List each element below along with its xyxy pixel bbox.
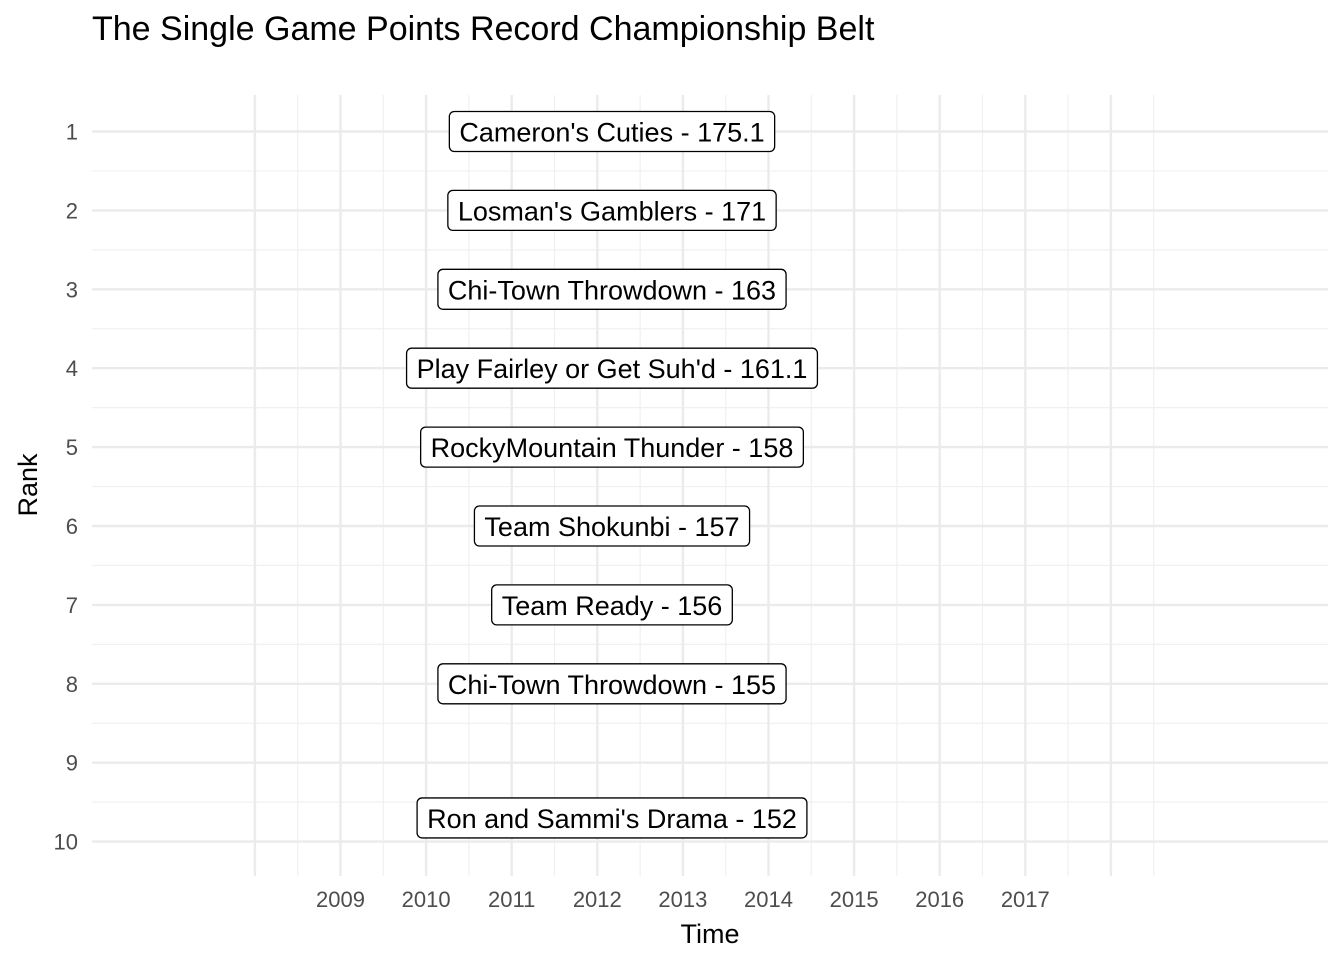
label-box [416, 797, 808, 839]
x-axis-ticks: 2009 2010 2011 2012 2013 2014 2015 2016 2017 [316, 887, 1050, 912]
label-box [419, 426, 805, 468]
x-tick-label: 2015 [830, 887, 879, 912]
y-tick-label: 8 [66, 672, 78, 697]
data-label: Play Fairley or Get Suh'd - 161.1 [405, 347, 819, 389]
x-tick-label: 2010 [402, 887, 451, 912]
data-label: Chi-Town Throwdown - 163 [437, 268, 787, 310]
y-tick-label: 5 [66, 435, 78, 460]
y-axis-title: Rank [13, 453, 43, 517]
y-tick-label: 9 [66, 751, 78, 776]
label-box [448, 110, 776, 153]
x-tick-label: 2016 [915, 887, 964, 912]
data-label: Chi-Town Throwdown - 155 [437, 663, 787, 705]
x-tick-label: 2014 [744, 887, 793, 912]
data-label: Ron and Sammi's Drama - 152 [416, 797, 808, 839]
y-tick-label: 2 [66, 198, 78, 223]
x-tick-label: 2013 [658, 887, 707, 912]
data-label: Losman's Gamblers - 171 [447, 189, 777, 232]
label-text: Cameron's Cuties - 175.1 [459, 118, 764, 148]
label-box [437, 663, 787, 705]
label-box [405, 347, 819, 389]
label-text: Losman's Gamblers - 171 [458, 196, 766, 226]
x-tick-label: 2009 [316, 887, 365, 912]
label-text: Ron and Sammi's Drama - 152 [427, 804, 797, 834]
label-box [473, 505, 751, 547]
data-label: RockyMountain Thunder - 158 [419, 426, 805, 468]
label-text: Team Shokunbi - 157 [484, 512, 739, 542]
x-tick-label: 2017 [1001, 887, 1050, 912]
y-tick-label: 4 [66, 356, 78, 381]
data-label: Cameron's Cuties - 175.1 [448, 110, 776, 153]
chart-title: The Single Game Points Record Championsh… [92, 10, 875, 48]
label-box [491, 584, 733, 626]
label-box [447, 189, 777, 232]
y-tick-label: 7 [66, 593, 78, 618]
y-tick-label: 6 [66, 514, 78, 539]
x-axis-title: Time [681, 919, 740, 949]
y-axis-ticks: 1 2 3 4 5 6 7 8 9 10 [54, 120, 78, 855]
data-label: Team Shokunbi - 157 [473, 505, 751, 547]
label-box [437, 268, 787, 310]
label-text: Play Fairley or Get Suh'd - 161.1 [417, 354, 808, 384]
x-tick-label: 2011 [488, 887, 535, 912]
label-text: RockyMountain Thunder - 158 [431, 433, 794, 463]
data-labels: Cameron's Cuties - 175.1 Losman's Gambler… [405, 110, 819, 839]
label-text: Team Ready - 156 [502, 591, 723, 621]
y-tick-label: 3 [66, 277, 78, 302]
y-tick-label: 1 [66, 120, 78, 145]
y-tick-label: 10 [54, 830, 78, 855]
label-text: Chi-Town Throwdown - 155 [448, 670, 776, 700]
x-tick-label: 2012 [573, 887, 622, 912]
label-text: Chi-Town Throwdown - 163 [448, 275, 776, 305]
data-label: Team Ready - 156 [491, 584, 733, 626]
